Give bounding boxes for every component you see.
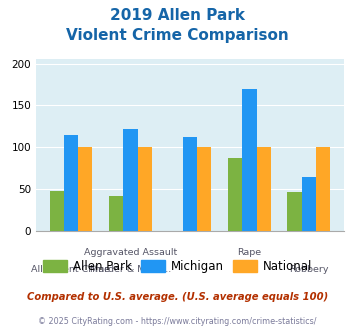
Bar (257, 147, 271, 231)
Bar (228, 158, 242, 231)
Text: Compared to U.S. average. (U.S. average equals 100): Compared to U.S. average. (U.S. average … (27, 292, 328, 302)
Bar (183, 137, 197, 231)
Text: Rape: Rape (237, 248, 262, 257)
Bar (302, 177, 316, 231)
Text: 2019 Allen Park: 2019 Allen Park (110, 8, 245, 23)
Text: © 2025 CityRating.com - https://www.cityrating.com/crime-statistics/: © 2025 CityRating.com - https://www.city… (38, 317, 317, 326)
Text: All Violent Crime: All Violent Crime (32, 265, 110, 274)
Text: Murder & Mans...: Murder & Mans... (90, 265, 171, 274)
Bar (64, 135, 78, 231)
Bar (50, 191, 64, 231)
Bar (242, 89, 257, 231)
Legend: Allen Park, Michigan, National: Allen Park, Michigan, National (38, 255, 317, 278)
Text: Robbery: Robbery (289, 265, 329, 274)
Bar (288, 192, 302, 231)
Bar (78, 147, 92, 231)
Text: Violent Crime Comparison: Violent Crime Comparison (66, 28, 289, 43)
Text: Aggravated Assault: Aggravated Assault (84, 248, 177, 257)
Bar (109, 196, 123, 231)
Bar (316, 147, 330, 231)
Bar (197, 147, 211, 231)
Bar (123, 129, 138, 231)
Bar (138, 147, 152, 231)
